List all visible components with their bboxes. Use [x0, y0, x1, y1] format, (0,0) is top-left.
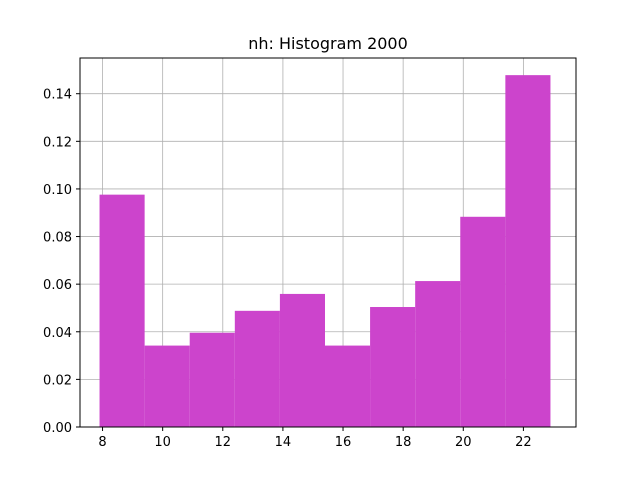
bars-layer [99, 75, 551, 427]
x-tick-label: 16 [335, 435, 352, 450]
histogram-bar [144, 345, 190, 427]
axes-layer: 8 10 12 14 16 18 20 22 0.00 0.02 0.04 0.06 0.08 0.10 0… [43, 57, 577, 450]
y-tick-label: 0.04 [43, 326, 72, 341]
x-tick-label: 8 [98, 435, 106, 450]
histogram-bar [189, 332, 235, 427]
histogram-bar [99, 194, 145, 427]
x-tick-label: 22 [515, 435, 532, 450]
histogram-bar [324, 345, 371, 427]
y-tick-label: 0.14 [43, 88, 72, 103]
histogram-bar [234, 310, 280, 427]
histogram-bar [460, 216, 506, 427]
y-tick-label: 0.10 [43, 183, 72, 198]
plot-frame [79, 57, 577, 428]
y-tick-label: 0.12 [43, 135, 72, 150]
x-tick-label: 12 [215, 435, 232, 450]
x-tick-label: 20 [455, 435, 472, 450]
chart-title: nh: Histogram 2000 [248, 34, 408, 53]
x-tick-label: 18 [395, 435, 412, 450]
y-tick-label: 0.02 [43, 373, 72, 388]
histogram-bar [415, 281, 461, 427]
x-tick-label: 14 [275, 435, 292, 450]
histogram-bar [279, 293, 325, 427]
y-tick-label: 0.00 [43, 421, 72, 436]
histogram-bar [370, 307, 416, 427]
y-tick-label: 0.08 [43, 231, 72, 246]
histogram-bar [505, 75, 551, 427]
y-tick-label: 0.06 [43, 278, 72, 293]
x-tick-label: 10 [154, 435, 171, 450]
